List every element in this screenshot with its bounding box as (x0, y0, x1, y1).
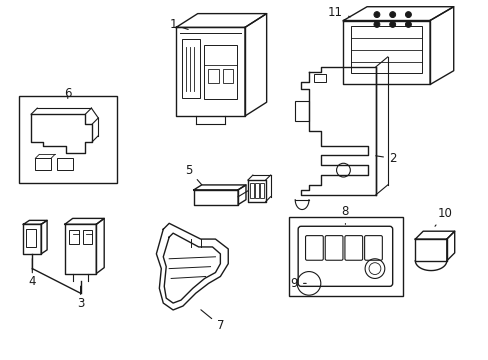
Bar (57, 158, 73, 170)
Bar (254, 183, 258, 198)
Text: 2: 2 (375, 152, 396, 165)
Text: 3: 3 (77, 297, 84, 310)
Bar (295, 101, 308, 121)
Text: 1: 1 (169, 18, 188, 31)
Text: 9: 9 (290, 277, 305, 290)
Circle shape (389, 22, 395, 27)
Text: 10: 10 (434, 207, 451, 226)
Bar (182, 39, 199, 98)
Bar (249, 183, 253, 198)
Circle shape (405, 22, 410, 27)
Text: 7: 7 (201, 310, 224, 332)
Bar (35, 158, 51, 170)
Bar (259, 183, 263, 198)
Circle shape (373, 22, 379, 27)
Bar (82, 230, 92, 244)
Bar (26, 229, 36, 247)
Bar (289, 217, 402, 296)
Text: 4: 4 (28, 275, 36, 288)
Text: 5: 5 (185, 164, 202, 185)
Bar (350, 26, 421, 73)
Bar (207, 69, 219, 82)
Circle shape (373, 12, 379, 18)
Bar (223, 69, 233, 82)
Text: 8: 8 (341, 205, 348, 224)
Circle shape (389, 12, 395, 18)
Bar (203, 45, 237, 99)
Circle shape (405, 12, 410, 18)
Text: 11: 11 (327, 6, 350, 19)
Text: 6: 6 (64, 87, 71, 100)
Bar (69, 230, 79, 244)
Bar (19, 96, 117, 183)
Bar (313, 74, 325, 82)
